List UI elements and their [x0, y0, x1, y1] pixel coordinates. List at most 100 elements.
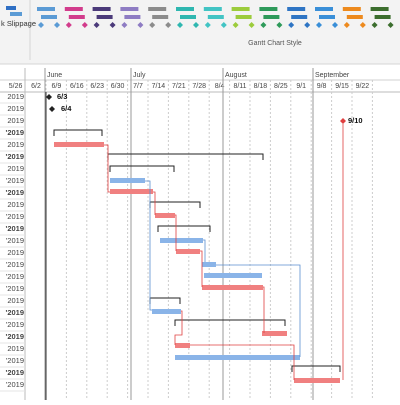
style-bar	[120, 7, 139, 11]
style-bar	[92, 7, 111, 11]
style-option[interactable]	[92, 7, 116, 28]
week-label: 6/9	[52, 83, 62, 90]
date-cell[interactable]: '2019	[6, 176, 24, 185]
date-cell[interactable]: 2019	[7, 92, 24, 101]
week-label: 7/21	[172, 83, 186, 90]
month-label: August	[225, 72, 247, 79]
slippage-icon[interactable]	[10, 12, 22, 16]
style-milestone	[204, 22, 211, 28]
date-cell[interactable]: '2019	[6, 368, 24, 377]
month-label: September	[315, 72, 350, 79]
style-milestone	[81, 22, 88, 28]
style-milestone	[193, 22, 199, 28]
summary	[109, 165, 175, 172]
summary	[291, 365, 341, 372]
date-cell[interactable]: '2019	[6, 188, 24, 197]
group-label: Gantt Chart Style	[248, 40, 302, 47]
style-bar	[346, 15, 363, 19]
date-cell[interactable]: '2019	[6, 308, 24, 317]
style-option[interactable]	[287, 7, 311, 28]
milestone	[340, 118, 346, 124]
date-cell[interactable]: '2019	[6, 356, 24, 365]
slippage-icon[interactable]	[6, 6, 16, 10]
critical-task	[54, 142, 104, 147]
week-label: 7/28	[192, 83, 206, 90]
critical-task	[110, 189, 153, 194]
task	[204, 273, 262, 278]
style-milestone	[232, 22, 239, 28]
style-milestone	[248, 22, 255, 28]
style-bar	[342, 7, 361, 11]
date-cell[interactable]: '2019	[6, 152, 24, 161]
milestone	[49, 106, 55, 112]
style-bar	[203, 7, 222, 11]
style-milestone	[93, 22, 100, 28]
date-cell[interactable]: '2019	[6, 224, 24, 233]
date-cell[interactable]: 2019	[7, 248, 24, 257]
style-option[interactable]	[231, 7, 255, 28]
date-cell[interactable]: 2019	[7, 344, 24, 353]
date-cell[interactable]: 2019	[7, 140, 24, 149]
date-cell[interactable]: 2019	[7, 164, 24, 173]
task	[110, 178, 145, 183]
style-milestone	[304, 22, 311, 28]
date-cell[interactable]: '2019	[6, 236, 24, 245]
style-bar	[370, 7, 389, 11]
date-cell[interactable]: 2019	[7, 200, 24, 209]
style-milestone	[65, 22, 72, 28]
milestone-label: 6/4	[61, 104, 72, 113]
milestone-label: 6/3	[57, 92, 67, 101]
style-bar	[207, 15, 224, 19]
date-cell[interactable]: 2019	[7, 104, 24, 113]
date-cell[interactable]: '2019	[6, 332, 24, 341]
critical-task	[176, 249, 200, 254]
style-milestone	[343, 22, 350, 28]
style-option[interactable]	[370, 7, 394, 28]
style-option[interactable]	[259, 7, 283, 28]
style-milestone	[38, 22, 44, 28]
task	[160, 238, 203, 243]
date-cell[interactable]: 2019	[7, 296, 24, 305]
style-bar	[231, 7, 250, 11]
style-option[interactable]	[315, 7, 338, 28]
style-bar	[124, 15, 141, 19]
style-option[interactable]	[176, 7, 199, 28]
week-label: 5/26	[9, 83, 23, 90]
critical-task	[155, 213, 175, 218]
style-milestone	[387, 22, 394, 28]
style-bar	[263, 15, 280, 19]
style-milestone	[149, 22, 156, 28]
style-milestone	[137, 22, 144, 28]
style-milestone	[220, 22, 227, 28]
style-option[interactable]	[342, 7, 366, 28]
week-label: 9/8	[317, 83, 327, 90]
style-bar	[68, 15, 85, 19]
critical-task	[202, 285, 263, 290]
date-cell[interactable]: '2019	[6, 260, 24, 269]
week-label: 7/14	[152, 83, 166, 90]
date-cell[interactable]: '2019	[6, 284, 24, 293]
style-option[interactable]	[148, 7, 172, 28]
style-option[interactable]	[203, 7, 227, 28]
week-label: 8/4	[215, 83, 225, 90]
date-cell[interactable]: '2019	[6, 272, 24, 281]
milestone-label: 9/10	[348, 116, 363, 125]
slippage-label[interactable]: k Slippage	[1, 19, 36, 28]
style-option[interactable]	[37, 7, 60, 28]
week-label: 9/22	[356, 83, 370, 90]
date-cell[interactable]: '2019	[6, 380, 24, 389]
style-bar	[315, 7, 333, 11]
date-cell[interactable]: 2019	[7, 116, 24, 125]
date-cell[interactable]: '2019	[6, 212, 24, 221]
style-bar	[291, 15, 308, 19]
critical-task	[175, 343, 190, 348]
month-label: June	[47, 72, 62, 79]
style-milestone	[316, 22, 322, 28]
style-bar	[235, 15, 252, 19]
date-cell[interactable]: '2019	[6, 128, 24, 137]
date-cell[interactable]: '2019	[6, 320, 24, 329]
style-option[interactable]	[120, 7, 144, 28]
week-label: 9/1	[296, 83, 306, 90]
style-option[interactable]	[64, 7, 88, 28]
